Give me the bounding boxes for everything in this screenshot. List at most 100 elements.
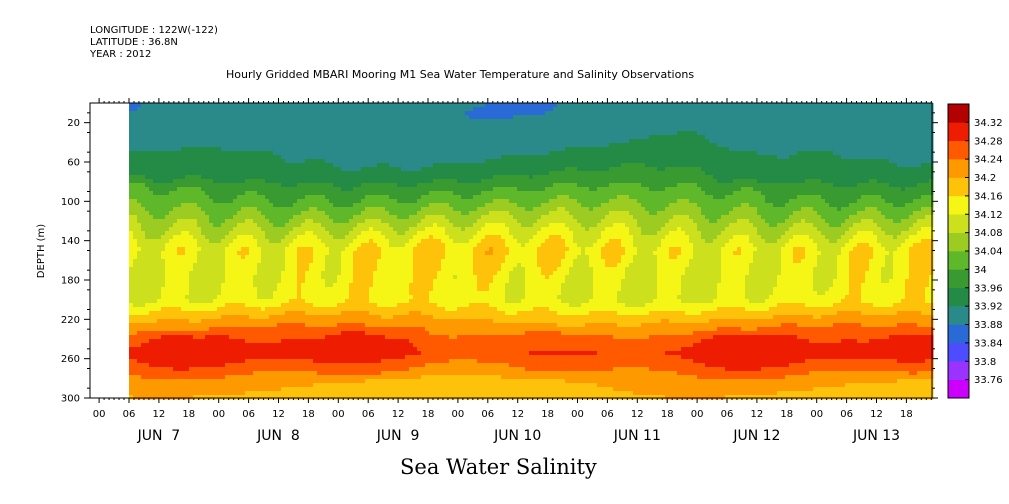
contour-cell bbox=[385, 171, 390, 176]
contour-cell bbox=[237, 203, 242, 208]
contour-cell bbox=[353, 163, 358, 168]
contour-cell bbox=[293, 375, 298, 380]
contour-cell bbox=[377, 227, 382, 232]
contour-cell bbox=[385, 383, 390, 388]
contour-cell bbox=[301, 235, 306, 240]
contour-cell bbox=[321, 351, 326, 356]
contour-cell bbox=[377, 127, 382, 132]
contour-cell bbox=[349, 139, 354, 144]
contour-cell bbox=[161, 123, 166, 128]
contour-cell bbox=[145, 299, 150, 304]
contour-cell bbox=[169, 387, 174, 392]
contour-cell bbox=[389, 207, 394, 212]
contour-cell bbox=[157, 267, 162, 272]
contour-cell bbox=[181, 383, 186, 388]
contour-cell bbox=[193, 139, 198, 144]
contour-cell bbox=[221, 387, 226, 392]
contour-cell bbox=[165, 135, 170, 140]
contour-cell bbox=[329, 371, 334, 376]
contour-cell bbox=[297, 203, 302, 208]
contour-cell bbox=[161, 339, 166, 344]
contour-cell bbox=[265, 347, 270, 352]
contour-cell bbox=[369, 319, 374, 324]
contour-cell bbox=[257, 295, 262, 300]
contour-cell bbox=[233, 155, 238, 160]
contour-cell bbox=[381, 231, 386, 236]
contour-cell bbox=[369, 199, 374, 204]
contour-cell bbox=[269, 267, 274, 272]
contour-cell bbox=[365, 207, 370, 212]
contour-cell bbox=[129, 271, 134, 276]
contour-cell bbox=[381, 371, 386, 376]
contour-cell bbox=[229, 211, 234, 216]
contour-cell bbox=[245, 355, 250, 360]
contour-cell bbox=[317, 319, 322, 324]
contour-cell bbox=[141, 167, 146, 172]
contour-cell bbox=[277, 135, 282, 140]
contour-cell bbox=[177, 363, 182, 368]
contour-cell bbox=[349, 347, 354, 352]
contour-cell bbox=[345, 327, 350, 332]
contour-cell bbox=[137, 271, 142, 276]
contour-cell bbox=[133, 191, 138, 196]
contour-cell bbox=[329, 391, 334, 396]
contour-cell bbox=[241, 299, 246, 304]
contour-cell bbox=[161, 147, 166, 152]
contour-cell bbox=[193, 363, 198, 368]
contour-cell bbox=[241, 135, 246, 140]
contour-cell bbox=[181, 187, 186, 192]
contour-cell bbox=[385, 363, 390, 368]
contour-cell bbox=[237, 311, 242, 316]
contour-cell bbox=[213, 387, 218, 392]
contour-cell bbox=[169, 291, 174, 296]
contour-cell bbox=[221, 195, 226, 200]
contour-cell bbox=[385, 371, 390, 376]
contour-cell bbox=[325, 171, 330, 176]
contour-cell bbox=[169, 327, 174, 332]
contour-cell bbox=[193, 243, 198, 248]
contour-cell bbox=[157, 179, 162, 184]
contour-cell bbox=[389, 335, 394, 340]
contour-cell bbox=[341, 223, 346, 228]
contour-cell bbox=[297, 159, 302, 164]
contour-cell bbox=[353, 179, 358, 184]
contour-cell bbox=[181, 375, 186, 380]
contour-cell bbox=[181, 199, 186, 204]
contour-cell bbox=[369, 223, 374, 228]
contour-cell bbox=[289, 211, 294, 216]
contour-cell bbox=[201, 367, 206, 372]
contour-cell bbox=[225, 131, 230, 136]
contour-cell bbox=[149, 311, 154, 316]
contour-cell bbox=[273, 231, 278, 236]
contour-cell bbox=[157, 299, 162, 304]
contour-cell bbox=[177, 347, 182, 352]
contour-cell bbox=[157, 127, 162, 132]
contour-cell bbox=[225, 167, 230, 172]
contour-cell bbox=[213, 171, 218, 176]
contour-cell bbox=[133, 203, 138, 208]
contour-cell bbox=[169, 239, 174, 244]
contour-cell bbox=[349, 155, 354, 160]
contour-cell bbox=[321, 223, 326, 228]
contour-cell bbox=[137, 243, 142, 248]
contour-cell bbox=[349, 375, 354, 380]
contour-cell bbox=[313, 255, 318, 260]
contour-cell bbox=[385, 355, 390, 360]
contour-cell bbox=[285, 291, 290, 296]
contour-cell bbox=[353, 379, 358, 384]
contour-cell bbox=[357, 287, 362, 292]
contour-cell bbox=[145, 395, 150, 400]
contour-cell bbox=[301, 255, 306, 260]
contour-cell bbox=[385, 251, 390, 256]
contour-cell bbox=[177, 375, 182, 380]
contour-cell bbox=[265, 115, 270, 120]
contour-cell bbox=[261, 239, 266, 244]
contour-cell bbox=[241, 215, 246, 220]
contour-cell bbox=[241, 315, 246, 320]
contour-cell bbox=[137, 235, 142, 240]
contour-cell bbox=[313, 151, 318, 156]
contour-cell bbox=[129, 287, 134, 292]
contour-cell bbox=[169, 179, 174, 184]
contour-cell bbox=[321, 311, 326, 316]
contour-cell bbox=[345, 251, 350, 256]
